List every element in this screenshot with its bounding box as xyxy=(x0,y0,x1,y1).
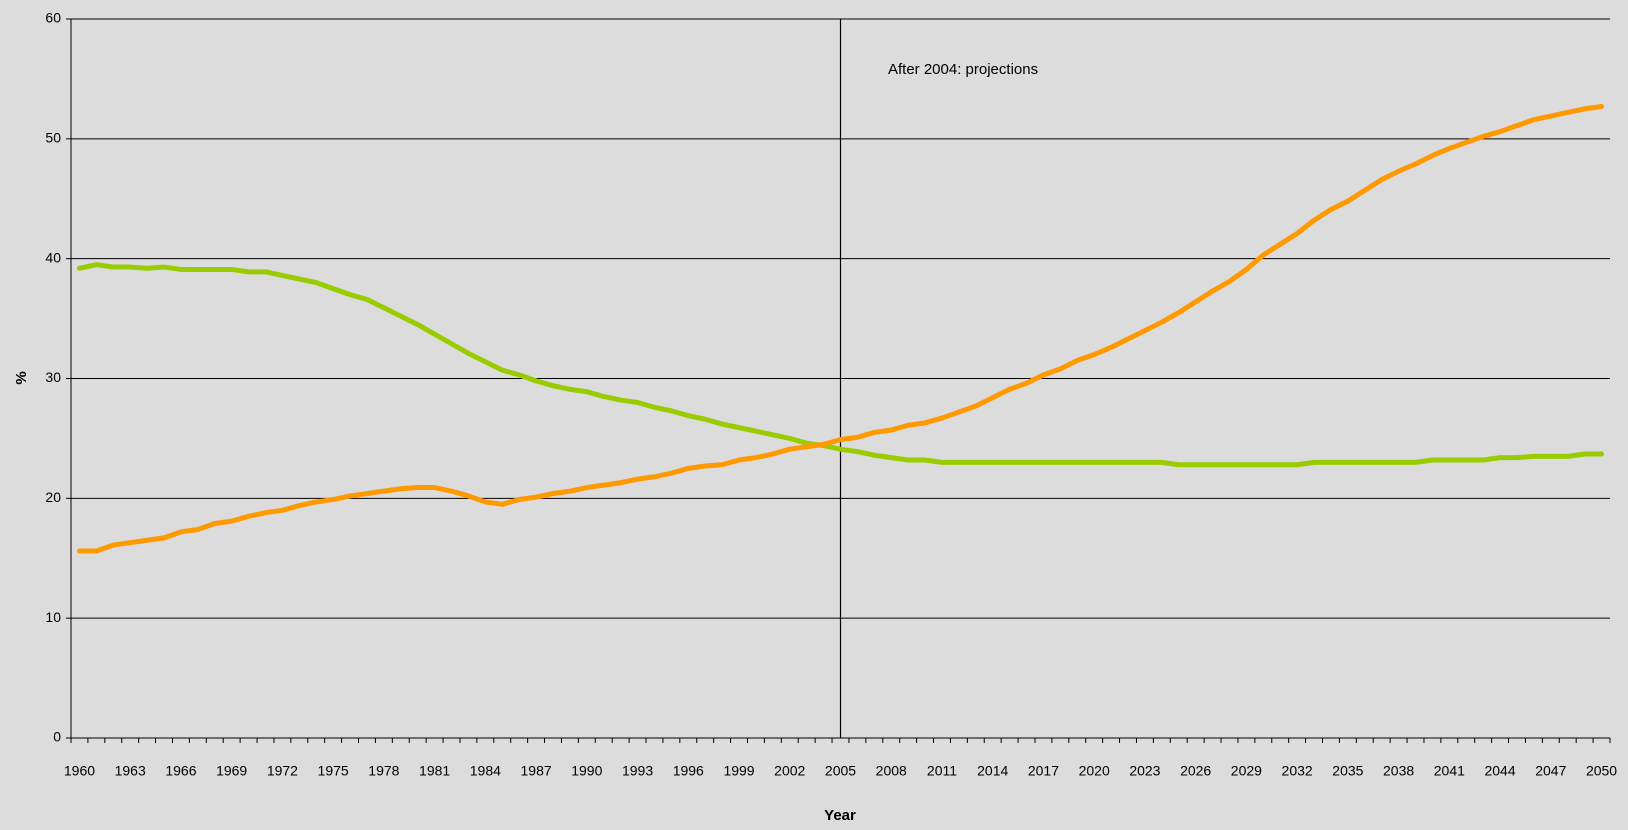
x-tick-label: 1966 xyxy=(165,763,196,779)
x-tick-label: 1999 xyxy=(723,763,754,779)
y-tick-label: 0 xyxy=(53,729,61,745)
x-tick-label: 2038 xyxy=(1383,763,1414,779)
x-tick-label: 2026 xyxy=(1180,763,1211,779)
x-tick-label: 2032 xyxy=(1282,763,1313,779)
x-tick-label: 2014 xyxy=(977,763,1008,779)
y-tick-label: 40 xyxy=(45,249,61,265)
annotation: After 2004: projections xyxy=(888,61,1038,78)
x-tick-label: 1972 xyxy=(267,763,298,779)
x-tick-label: 2035 xyxy=(1332,763,1363,779)
x-tick-label: 2017 xyxy=(1028,763,1059,779)
x-tick-label: 1960 xyxy=(64,763,95,779)
x-tick-label: 1984 xyxy=(470,763,501,779)
x-axis-label: Year xyxy=(824,807,856,824)
x-tick-label: 1975 xyxy=(318,763,349,779)
x-tick-label: 2023 xyxy=(1129,763,1160,779)
x-tick-label: 1990 xyxy=(571,763,602,779)
x-tick-label: 1993 xyxy=(622,763,653,779)
x-tick-label: 2008 xyxy=(876,763,907,779)
x-tick-label: 1987 xyxy=(521,763,552,779)
x-tick-label: 2005 xyxy=(825,763,856,779)
x-tick-label: 2041 xyxy=(1434,763,1465,779)
x-tick-label: 1978 xyxy=(368,763,399,779)
x-tick-label: 1963 xyxy=(115,763,146,779)
x-tick-label: 2011 xyxy=(927,763,957,779)
series-line xyxy=(76,103,1605,554)
x-tick-label: 2044 xyxy=(1484,763,1515,779)
y-tick-label: 60 xyxy=(45,10,61,26)
y-tick-label: 10 xyxy=(45,609,61,625)
x-tick-label: 2029 xyxy=(1231,763,1262,779)
x-tick-label: 1981 xyxy=(419,763,450,779)
x-tick-label: 1996 xyxy=(673,763,704,779)
series-line xyxy=(76,262,1605,468)
x-tick-label: 2050 xyxy=(1586,763,1617,779)
x-tick-label: 2002 xyxy=(774,763,805,779)
y-tick-label: 20 xyxy=(45,489,61,505)
x-tick-label: 2047 xyxy=(1535,763,1566,779)
y-tick-label: 50 xyxy=(45,130,61,146)
x-tick-label: 1969 xyxy=(216,763,247,779)
y-axis-label: % xyxy=(13,371,30,384)
y-tick-label: 30 xyxy=(45,369,61,385)
x-tick-label: 2020 xyxy=(1079,763,1110,779)
